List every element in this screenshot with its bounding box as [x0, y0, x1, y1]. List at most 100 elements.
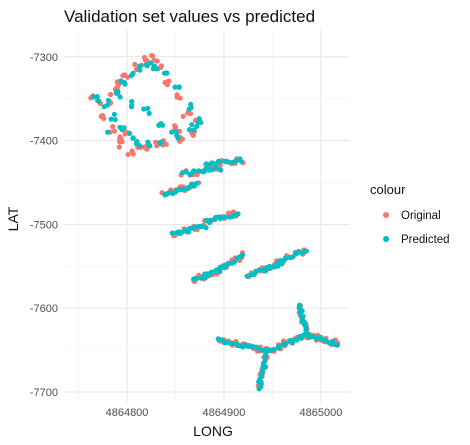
data-point: [230, 340, 236, 346]
data-point: [203, 225, 209, 231]
data-point: [129, 148, 135, 154]
data-point: [185, 184, 191, 191]
tick-labels: 4864800 4864900 4865000 -7300 -7400 -7500 -760…: [30, 52, 342, 419]
data-point: [108, 116, 114, 122]
y-axis-label: LAT: [5, 206, 21, 231]
data-point: [226, 159, 232, 165]
data-point: [283, 341, 289, 347]
data-point: [122, 72, 128, 78]
data-point: [196, 116, 202, 122]
x-axis-label: LONG: [193, 423, 233, 439]
data-point: [207, 217, 213, 223]
data-point: [172, 123, 178, 129]
data-point: [112, 117, 118, 123]
data-point: [199, 224, 205, 230]
data-point: [119, 126, 125, 133]
data-point: [104, 102, 110, 108]
data-point: [154, 66, 160, 72]
data-point: [263, 349, 270, 355]
data-point: [158, 63, 165, 69]
data-point: [132, 61, 138, 67]
data-point: [299, 308, 305, 314]
data-point: [174, 132, 180, 138]
data-point: [117, 134, 123, 140]
y-tick-label: -7600: [30, 303, 58, 315]
data-point: [164, 70, 170, 76]
data-point: [239, 252, 245, 258]
data-point: [118, 78, 124, 84]
data-point: [169, 129, 175, 135]
data-point: [256, 379, 262, 385]
data-point: [133, 140, 139, 147]
data-point: [180, 113, 186, 119]
data-point: [146, 110, 152, 116]
data-point: [110, 124, 116, 130]
data-point: [125, 152, 131, 158]
data-point: [129, 99, 135, 105]
data-point: [166, 78, 172, 84]
data-points: [88, 53, 341, 392]
data-point: [271, 346, 277, 352]
data-point: [191, 168, 197, 174]
y-tick-label: -7400: [30, 136, 58, 148]
data-point: [225, 210, 232, 216]
data-point: [96, 98, 102, 104]
data-point: [209, 167, 215, 173]
data-point: [113, 90, 119, 96]
data-point: [223, 340, 229, 346]
data-point: [91, 94, 97, 100]
data-point: [294, 337, 300, 343]
data-point: [137, 67, 143, 73]
data-point: [158, 121, 164, 127]
legend-swatch-original: [383, 212, 389, 218]
data-point: [116, 144, 122, 150]
data-point: [170, 190, 176, 197]
data-point: [154, 58, 160, 64]
data-point: [122, 131, 128, 137]
data-point: [145, 105, 151, 111]
data-point: [189, 122, 195, 128]
y-tick-label: -7300: [30, 52, 58, 64]
data-point: [186, 127, 192, 133]
data-point: [174, 92, 180, 98]
data-point: [111, 111, 117, 117]
data-point: [128, 73, 134, 79]
data-point: [244, 273, 250, 279]
data-point: [231, 259, 237, 265]
data-point: [217, 167, 224, 173]
data-point: [334, 342, 340, 348]
data-point: [130, 135, 136, 141]
data-point: [163, 141, 169, 147]
x-tick-label: 4865000: [300, 407, 343, 419]
legend-label-predicted: Predicted: [401, 234, 450, 246]
data-point: [194, 123, 200, 129]
data-point: [217, 264, 223, 270]
data-point: [256, 386, 262, 392]
data-point: [222, 214, 228, 220]
data-point: [137, 63, 143, 69]
grid: [64, 30, 350, 402]
data-point: [191, 127, 197, 133]
data-point: [238, 158, 244, 164]
data-point: [297, 302, 303, 308]
data-point: [141, 144, 147, 150]
data-point: [267, 263, 273, 269]
data-point: [299, 318, 305, 324]
data-point: [283, 255, 289, 261]
legend-title: colour: [370, 182, 406, 197]
data-point: [172, 84, 178, 90]
x-tick-label: 4864800: [106, 407, 149, 419]
data-point: [141, 106, 147, 112]
x-tick-label: 4864900: [203, 407, 246, 419]
data-point: [143, 62, 149, 68]
data-point: [158, 139, 164, 145]
data-point: [169, 230, 175, 236]
data-point: [256, 267, 262, 273]
data-point: [217, 159, 223, 165]
data-point: [187, 111, 194, 117]
data-point: [183, 169, 189, 175]
data-point: [276, 344, 282, 350]
chart-title: Validation set values vs predicted: [64, 7, 315, 26]
data-point: [176, 84, 182, 90]
